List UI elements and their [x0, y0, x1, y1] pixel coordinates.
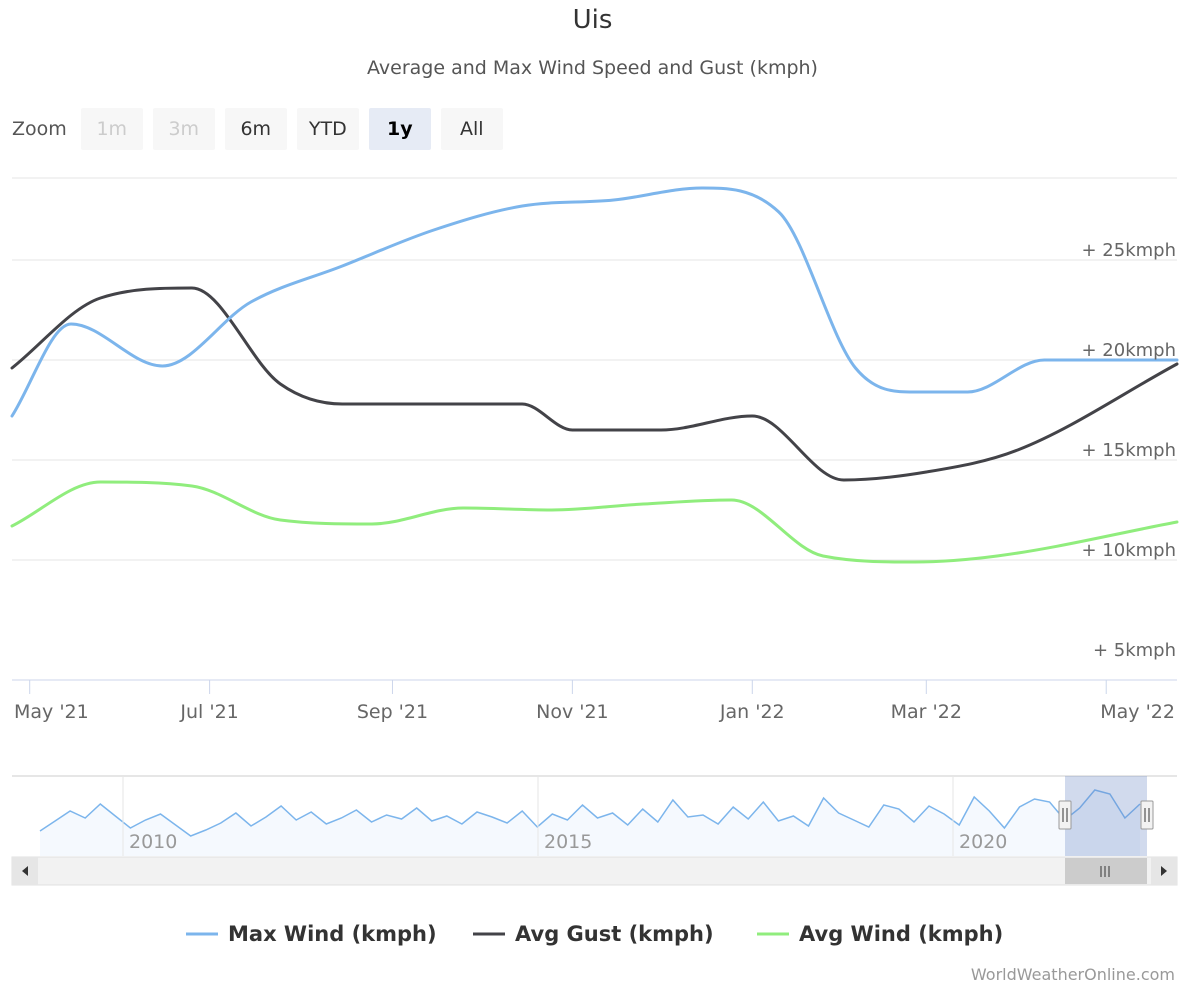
- legend: Max Wind (kmph) Avg Gust (kmph) Avg Wind (…: [186, 922, 1003, 946]
- navigator[interactable]: 2010 2015 2020: [12, 775, 1177, 856]
- y-axis-tick-label: + 15kmph: [1082, 440, 1177, 461]
- legend-item-label[interactable]: Avg Wind (kmph): [799, 922, 1003, 946]
- scrollbar[interactable]: [11, 856, 1178, 886]
- zoom-label: Zoom: [12, 118, 67, 140]
- chart-subtitle: Average and Max Wind Speed and Gust (kmp…: [367, 57, 818, 79]
- legend-item-label[interactable]: Avg Gust (kmph): [515, 922, 714, 946]
- zoom-button-ytd[interactable]: YTD: [296, 108, 359, 150]
- scrollbar-thumb[interactable]: [1065, 858, 1147, 884]
- zoom-button-1m[interactable]: 1m: [80, 108, 143, 150]
- y-axis-tick-label: + 5kmph: [1093, 640, 1176, 661]
- grid-lines: [12, 177, 1177, 561]
- zoom-button-1y[interactable]: 1y: [368, 108, 431, 150]
- x-axis-tick-label: Jul '21: [179, 701, 238, 723]
- x-axis-tick-label: Sep '21: [357, 701, 428, 723]
- navigator-line: [39, 789, 1141, 837]
- y-axis-tick-label: + 20kmph: [1082, 340, 1177, 361]
- navigator-area: [40, 790, 1140, 856]
- navigator-year-label: 2015: [544, 831, 592, 853]
- chevron-left-icon: [22, 866, 28, 876]
- zoom-button-6m[interactable]: 6m: [224, 108, 287, 150]
- wind-chart: + 5kmph+ 10kmph+ 15kmph+ 20kmph+ 25kmph …: [10, 177, 1179, 946]
- zoom-button-all[interactable]: All: [440, 108, 503, 150]
- x-axis: May '21 Jul '21 Sep '21 Nov '21 Jan '22 Mar '…: [12, 679, 1177, 723]
- x-axis-tick-label: May '22: [1100, 701, 1175, 723]
- series-line-max-wind-kmph: [10, 186, 1179, 418]
- x-axis-tick-label: Mar '22: [891, 701, 962, 723]
- series-line-avg-gust-kmph: [10, 286, 1179, 482]
- x-axis-tick-label: Nov '21: [536, 701, 609, 723]
- chart-title: Uis: [572, 5, 613, 35]
- x-axis-tick-label: May '21: [14, 701, 89, 723]
- scrollbar-track[interactable]: [11, 856, 1178, 886]
- zoom-button-3m[interactable]: 3m: [152, 108, 215, 150]
- navigator-selection-mask[interactable]: [1065, 776, 1147, 856]
- y-axis-tick-label: + 25kmph: [1082, 240, 1177, 261]
- x-axis-tick-label: Jan '22: [719, 701, 785, 723]
- y-axis-tick-label: + 10kmph: [1082, 540, 1177, 561]
- navigator-year-label: 2010: [129, 831, 177, 853]
- series-lines: [10, 186, 1179, 564]
- y-axis-labels: + 5kmph + 10kmph + 15kmph + 20kmph + 25kmph: [1082, 240, 1177, 661]
- chevron-right-icon: [1161, 866, 1167, 876]
- zoom-selector: Zoom 1m 3m 6m YTD 1y All: [12, 108, 513, 150]
- legend-item-label[interactable]: Max Wind (kmph): [228, 922, 437, 946]
- series-line-avg-wind-kmph: [10, 480, 1179, 564]
- navigator-year-label: 2020: [959, 831, 1007, 853]
- credit-text[interactable]: WorldWeatherOnline.com: [970, 965, 1175, 984]
- navigator-right-handle[interactable]: [1140, 800, 1154, 830]
- navigator-left-handle[interactable]: [1058, 800, 1072, 830]
